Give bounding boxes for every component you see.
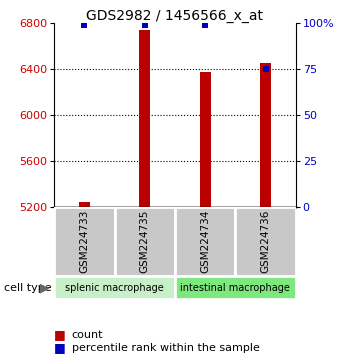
Text: GDS2982 / 1456566_x_at: GDS2982 / 1456566_x_at bbox=[86, 9, 264, 23]
Text: GSM224734: GSM224734 bbox=[200, 210, 210, 273]
Text: splenic macrophage: splenic macrophage bbox=[65, 282, 164, 293]
Bar bbox=[115, 207, 175, 276]
Text: GSM224733: GSM224733 bbox=[79, 210, 90, 273]
Bar bbox=[175, 207, 235, 276]
Bar bbox=[54, 276, 175, 299]
Text: GSM224735: GSM224735 bbox=[140, 210, 150, 273]
Text: intestinal macrophage: intestinal macrophage bbox=[181, 282, 290, 293]
Bar bbox=[260, 63, 271, 207]
Text: ■: ■ bbox=[54, 341, 66, 354]
Bar bbox=[235, 207, 296, 276]
Bar bbox=[175, 276, 296, 299]
Text: ▶: ▶ bbox=[40, 281, 50, 294]
Bar bbox=[200, 73, 211, 207]
Bar bbox=[54, 207, 115, 276]
Text: count: count bbox=[72, 330, 103, 339]
Text: cell type: cell type bbox=[4, 282, 51, 293]
Bar bbox=[139, 30, 150, 207]
Bar bbox=[79, 202, 90, 207]
Text: percentile rank within the sample: percentile rank within the sample bbox=[72, 343, 260, 353]
Text: GSM224736: GSM224736 bbox=[260, 210, 271, 273]
Text: ■: ■ bbox=[54, 328, 66, 341]
